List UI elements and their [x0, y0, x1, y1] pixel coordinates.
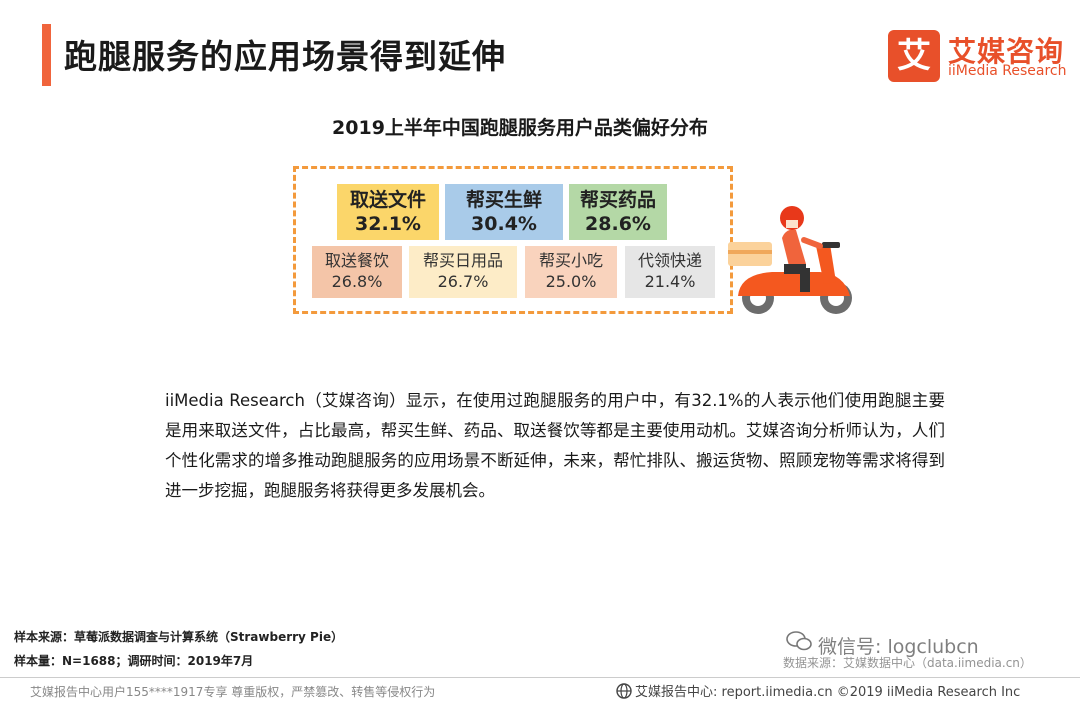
analysis-paragraph: iiMedia Research（艾媒咨询）显示，在使用过跑腿服务的用户中，有3… [165, 391, 945, 500]
category-value: 26.8% [331, 272, 383, 291]
footer-source-text: 艾媒报告中心: report.iimedia.cn ©2019 iiMedia … [635, 685, 1021, 700]
category-tile: 取送餐饮 26.8% [312, 246, 402, 298]
category-label: 帮买日用品 [422, 251, 503, 270]
category-value: 30.4% [471, 213, 537, 235]
footer-copyright-note: 艾媒报告中心用户155****1917专享 尊重版权，严禁篡改、转售等侵权行为 [30, 685, 436, 699]
category-label: 取送餐饮 [324, 251, 389, 270]
footer-divider [0, 677, 1080, 678]
wechat-icon [786, 631, 812, 651]
category-label: 帮买生鲜 [465, 189, 542, 211]
category-label: 取送文件 [349, 189, 426, 211]
iimedia-logo: 艾 艾媒咨询 iiMedia Research [888, 30, 1068, 82]
chart-title: 2019上半年中国跑腿服务用户品类偏好分布 [332, 117, 708, 139]
category-tile: 取送文件 32.1% [337, 184, 439, 240]
logo-en-text: iiMedia Research [948, 63, 1067, 79]
category-box [293, 166, 733, 314]
title-accent-bar [42, 24, 51, 86]
category-value: 28.6% [585, 213, 651, 235]
category-value: 21.4% [644, 272, 696, 291]
category-label: 帮买小吃 [538, 251, 603, 270]
category-value: 25.0% [545, 272, 597, 291]
data-source-note: 数据来源：艾媒数据中心（data.iimedia.cn） [783, 656, 1032, 670]
category-value: 26.7% [437, 272, 489, 291]
category-tile: 帮买生鲜 30.4% [445, 184, 563, 240]
logo-cn-text: 艾媒咨询 [948, 35, 1065, 68]
category-tile: 帮买小吃 25.0% [525, 246, 617, 298]
footer-source: 艾媒报告中心: report.iimedia.cn ©2019 iiMedia … [616, 681, 1020, 700]
sample-source-note: 样本来源：草莓派数据调查与计算系统（Strawberry Pie） [14, 630, 344, 644]
page-title: 跑腿服务的应用场景得到延伸 [64, 37, 506, 76]
category-label: 帮买药品 [579, 189, 656, 211]
sample-size-note: 样本量：N=1688；调研时间：2019年7月 [14, 654, 254, 668]
category-tile: 帮买日用品 26.7% [409, 246, 517, 298]
category-value: 32.1% [355, 213, 421, 235]
wechat-watermark: 微信号: logclubcn [818, 636, 979, 658]
logo-mark: 艾 [888, 30, 940, 82]
globe-icon [616, 683, 632, 699]
category-tile: 帮买药品 28.6% [569, 184, 667, 240]
category-tile: 代领快递 21.4% [625, 246, 715, 298]
delivery-scooter-icon [728, 206, 852, 314]
category-label: 代领快递 [637, 251, 702, 270]
